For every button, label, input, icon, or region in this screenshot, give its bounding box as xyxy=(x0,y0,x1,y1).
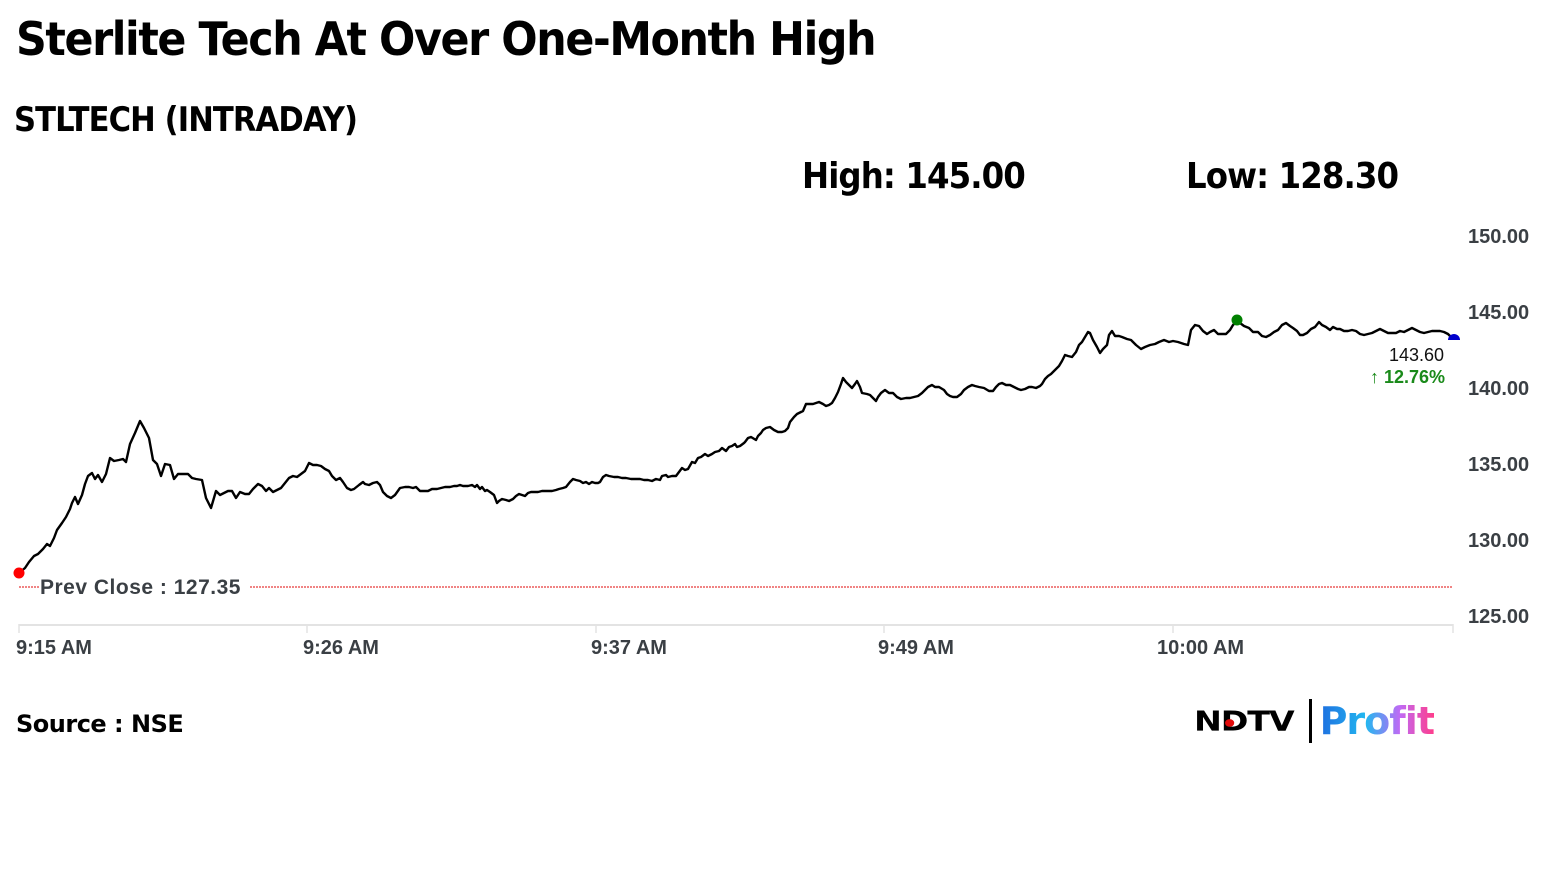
logo-profit-text: Profit xyxy=(1319,699,1435,743)
prev-close-label: Prev Close : 127.35 xyxy=(40,576,249,600)
source-label: Source : NSE xyxy=(16,710,184,738)
y-tick-145: 145.00 xyxy=(1468,302,1530,324)
change-percent-label: ↑ 12.76% xyxy=(1370,367,1446,387)
x-tick-0949: 9:49 AM xyxy=(878,637,954,659)
x-tick-0915: 9:15 AM xyxy=(16,637,92,659)
y-tick-135: 135.00 xyxy=(1468,454,1530,476)
logo-ndtv-text: NDTV xyxy=(1194,704,1295,738)
logo-red-dot-icon xyxy=(1225,719,1235,727)
day-high-label: High: 145.00 xyxy=(802,156,1026,197)
price-line xyxy=(18,319,1454,574)
y-tick-130: 130.00 xyxy=(1468,530,1530,552)
x-tick-1000: 10:00 AM xyxy=(1157,637,1245,659)
last-price-label: 143.60 xyxy=(1389,345,1445,365)
logo-separator xyxy=(1308,699,1312,743)
chart-subtitle: STLTECH (INTRADAY) xyxy=(14,100,358,140)
x-tick-0926: 9:26 AM xyxy=(303,637,379,659)
chart-title: Sterlite Tech At Over One-Month High xyxy=(16,12,877,66)
x-axis-ticks xyxy=(18,624,1454,633)
last-marker xyxy=(1448,334,1460,340)
x-tick-0937: 9:37 AM xyxy=(591,637,667,659)
high-marker xyxy=(1231,314,1243,326)
y-tick-125: 125.00 xyxy=(1468,606,1530,628)
y-tick-150: 150.00 xyxy=(1468,226,1530,248)
ndtv-profit-logo: NDTV Profit xyxy=(1194,698,1435,744)
day-low-label: Low: 128.30 xyxy=(1186,156,1399,197)
open-marker xyxy=(13,567,25,579)
y-tick-140: 140.00 xyxy=(1468,378,1530,400)
